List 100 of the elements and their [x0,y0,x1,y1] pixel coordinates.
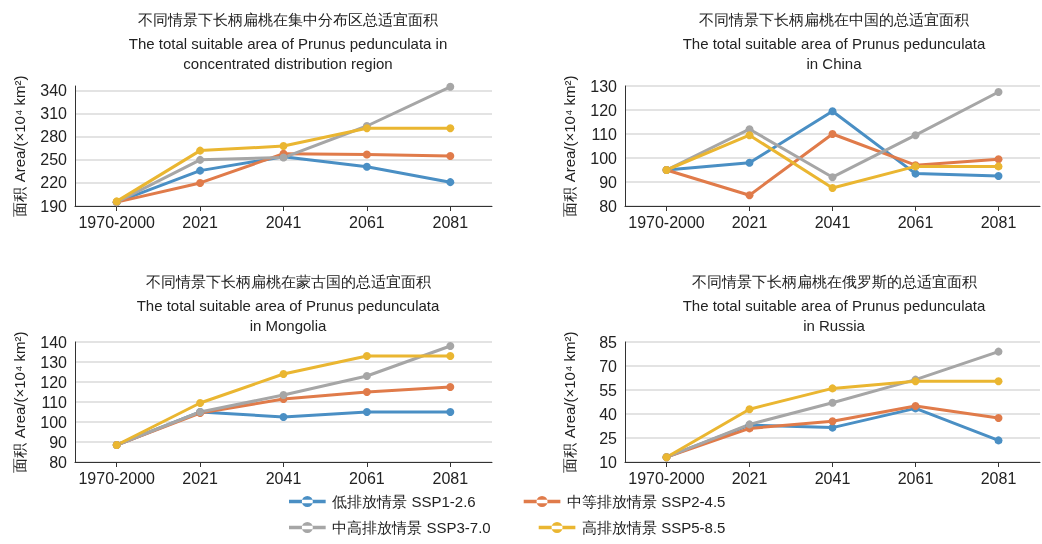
y-axis-title: 面积 Area/(×10⁴ km²) [561,75,578,217]
y-tick-label: 140 [40,333,68,351]
point [828,384,837,393]
x-tick-label: 1970-2000 [78,213,156,231]
x-tick-label: 1970-2000 [628,469,705,487]
y-tick-label: 220 [40,174,68,192]
point [994,377,1003,386]
point [911,131,920,140]
point [446,152,455,160]
point [745,405,754,414]
point [279,413,288,421]
x-tick-label: 2041 [814,469,851,487]
point [911,169,920,178]
x-tick-label: 1970-2000 [628,213,705,231]
x-tick-label: 2061 [897,213,934,231]
point [446,408,455,416]
y-tick-label: 10 [599,453,618,471]
x-tick-label: 2021 [182,213,218,231]
y-tick-label: 55 [599,381,618,399]
point [362,162,371,171]
point [362,388,371,396]
point [446,124,455,133]
point [994,414,1003,422]
y-tick-label: 25 [599,429,618,447]
y-tick-label: 100 [40,413,68,431]
y-tick-label: 40 [599,405,618,423]
x-tick-label: 2021 [182,469,218,487]
x-tick-label: 2081 [980,469,1017,487]
point [279,370,288,378]
chart-title: 不同情景下长柄扁桃在俄罗斯的总适宜面积 [691,272,977,290]
y-tick-label: 310 [40,105,68,123]
point [196,166,205,175]
point [994,155,1003,164]
point [828,184,837,192]
point [446,383,455,391]
y-tick-label: 340 [40,82,68,100]
y-tick-label: 280 [40,128,68,146]
chart-subtitle: The total suitable area of Prunus pedunculata in Mongolia [136,296,441,334]
y-tick-label: 110 [41,393,68,411]
y-axis-title: 面积 Area/(×10⁴ km²) [11,331,28,473]
legend-label: 高排放情景 SSP5-8.5 [582,519,726,536]
legend-label: 中等排放情景 SSP2-4.5 [567,493,726,510]
y-tick-label: 190 [40,197,68,215]
y-tick-label: 80 [49,453,68,471]
y-axis-title: 面积 Area/(×10⁴ km²) [561,331,578,473]
chart-subtitle: The total suitable area of Prunus pedunculata in concentrated distribution region [128,34,448,72]
point [362,150,371,159]
point [446,342,455,350]
x-tick-label: 2081 [432,469,469,487]
x-tick-label: 2081 [432,213,469,231]
point [745,131,754,140]
y-tick-label: 70 [599,357,618,375]
point [362,352,371,360]
legend-label: 中高排放情景 SSP3-7.0 [332,519,491,536]
point [362,372,371,380]
point [362,408,371,416]
point [745,158,754,167]
point [994,347,1003,356]
x-tick-label: 1970-2000 [78,469,156,487]
chart-title: 不同情景下长柄扁桃在集中分布区总适宜面积 [138,10,438,28]
point [196,178,205,187]
point [279,391,288,399]
x-tick-label: 2041 [814,213,851,231]
x-tick-label: 2021 [731,469,768,487]
y-tick-label: 85 [599,333,618,351]
x-tick-label: 2041 [265,213,302,231]
chart-subtitle: The total suitable area of Prunus pedunculata in China [682,34,987,72]
y-tick-label: 80 [599,197,618,215]
point [196,399,205,407]
y-tick-label: 120 [590,101,618,119]
point [446,352,455,360]
point [446,82,455,91]
point [745,191,754,200]
chart-subtitle: The total suitable area of Prunus pedunculata in Russia [682,296,987,334]
y-tick-label: 100 [590,149,618,167]
x-tick-label: 2021 [731,213,768,231]
y-tick-label: 120 [40,373,68,391]
point [446,178,455,187]
x-tick-label: 2061 [349,213,385,231]
x-tick-label: 2041 [265,469,302,487]
x-tick-label: 2061 [349,469,385,487]
y-tick-label: 110 [591,125,618,143]
point [828,398,837,407]
point [994,88,1003,96]
point [828,130,837,138]
point [828,173,837,182]
x-tick-label: 2061 [897,469,934,487]
y-tick-label: 250 [40,151,68,169]
chart-title: 不同情景下长柄扁桃在中国的总适宜面积 [699,10,969,28]
point [828,417,837,426]
y-tick-label: 130 [590,77,618,95]
point [196,146,205,155]
x-tick-label: 2081 [980,213,1017,231]
y-tick-label: 130 [40,353,68,371]
point [196,155,205,164]
y-tick-label: 90 [49,433,68,451]
point [279,142,288,150]
point [994,436,1003,445]
point [994,172,1003,180]
point [994,162,1003,171]
